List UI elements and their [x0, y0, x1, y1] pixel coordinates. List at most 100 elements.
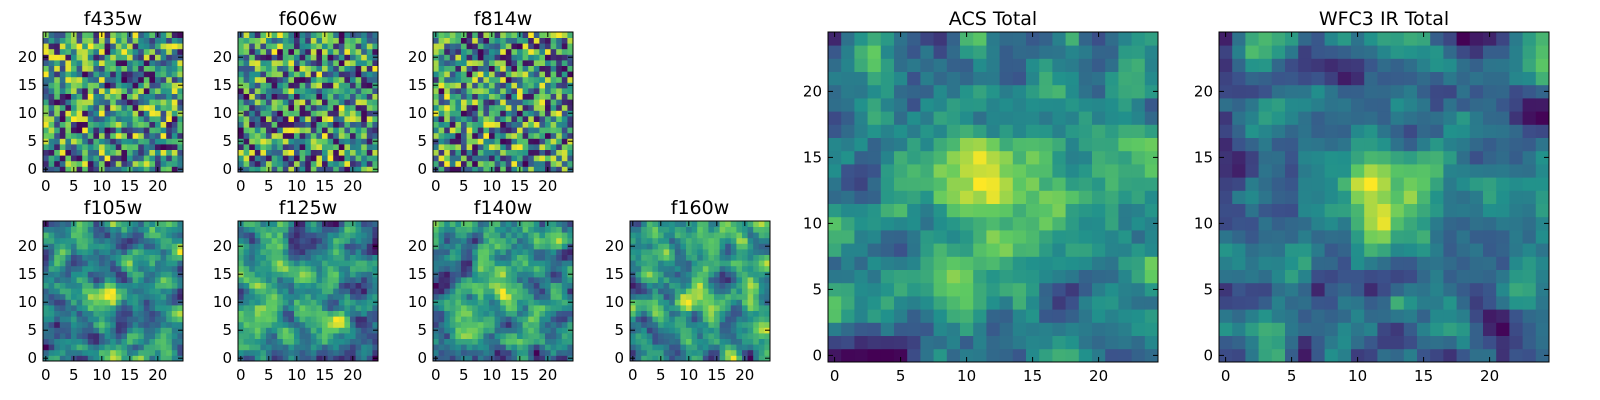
heatmap-cell: [43, 265, 49, 272]
heatmap-cell: [277, 321, 284, 328]
heatmap-cell: [104, 226, 111, 233]
heatmap-cell: [93, 160, 100, 167]
heatmap-cell: [294, 93, 300, 100]
heatmap-cell: [539, 226, 546, 233]
heatmap-cell: [946, 296, 961, 310]
heatmap-cell: [82, 48, 89, 55]
heatmap-cell: [635, 344, 642, 351]
heatmap-cell: [65, 333, 72, 339]
heatmap-cell: [483, 60, 490, 66]
heatmap-cell: [466, 288, 473, 295]
heatmap-cell: [160, 132, 167, 139]
heatmap-cell: [155, 349, 161, 356]
heatmap-cell: [894, 269, 908, 284]
heatmap-cell: [1078, 296, 1093, 310]
heatmap-cell: [646, 254, 653, 261]
heatmap-cell: [310, 288, 317, 295]
heatmap-cell: [350, 54, 356, 61]
heatmap-cell: [294, 144, 300, 150]
heatmap-cell: [99, 138, 105, 145]
heatmap-cell: [138, 349, 145, 356]
heatmap-cell: [243, 321, 250, 328]
heatmap-cell: [742, 321, 748, 328]
heatmap-cell: [243, 82, 250, 89]
heatmap-cell: [282, 254, 289, 261]
heatmap-cell: [973, 164, 987, 178]
heatmap-cell: [986, 190, 1000, 204]
heatmap-cell: [138, 138, 145, 145]
heatmap-cell: [76, 271, 83, 278]
heatmap-cell: [528, 327, 535, 334]
heatmap-cell: [489, 333, 495, 339]
heatmap-cell: [444, 221, 451, 227]
heatmap-cell: [1092, 256, 1106, 270]
heatmap-cell: [528, 54, 535, 61]
heatmap-cell: [132, 293, 139, 300]
heatmap-cell: [99, 116, 105, 122]
heatmap-cell: [747, 226, 754, 233]
heatmap-cell: [361, 166, 368, 173]
heatmap-cell: [736, 316, 743, 323]
heatmap-cell: [277, 221, 284, 227]
heatmap-cell: [76, 333, 83, 339]
heatmap-cell: [736, 249, 743, 255]
heatmap-cell: [65, 265, 72, 272]
heatmap-cell: [333, 110, 340, 117]
heatmap-cell: [316, 121, 323, 128]
heatmap-cell: [505, 243, 512, 250]
heatmap-cell: [166, 305, 173, 311]
heatmap-cell: [461, 265, 467, 272]
heatmap-cell: [355, 88, 362, 94]
heatmap-cell: [76, 82, 83, 89]
heatmap-cell: [132, 316, 139, 323]
heatmap-cell: [305, 260, 312, 267]
heatmap-cell: [483, 110, 490, 117]
heatmap-cell: [461, 99, 467, 106]
heatmap-cell: [127, 54, 133, 61]
heatmap-cell: [466, 265, 473, 272]
heatmap-cell: [680, 338, 687, 345]
heatmap-cell: [254, 48, 261, 55]
heatmap-cell: [299, 149, 306, 156]
heatmap-cell: [271, 305, 278, 311]
heatmap-cell: [505, 226, 512, 233]
heatmap-cell: [282, 155, 289, 162]
heatmap-cell: [550, 37, 557, 44]
heatmap-cell: [243, 54, 250, 61]
heatmap-cell: [143, 316, 150, 323]
heatmap-cell: [87, 237, 94, 244]
heatmap-cell: [104, 76, 111, 83]
heatmap-cell: [550, 88, 557, 94]
heatmap-cell: [438, 299, 445, 306]
heatmap-cell: [316, 144, 323, 150]
heatmap-cell: [533, 144, 540, 150]
heatmap-cell: [316, 327, 323, 334]
heatmap-cell: [477, 349, 484, 356]
panel-title: f606w: [279, 8, 338, 30]
heatmap-cell: [43, 104, 49, 111]
heatmap-cell: [438, 243, 445, 250]
heatmap-cell: [455, 232, 462, 239]
heatmap-cell: [550, 116, 557, 122]
heatmap-cell: [522, 277, 529, 283]
heatmap-cell: [87, 54, 94, 61]
heatmap-cell: [556, 282, 563, 289]
heatmap-cell: [455, 65, 462, 72]
heatmap-cell: [155, 277, 161, 283]
heatmap-cell: [472, 76, 479, 83]
heatmap-cell: [344, 88, 351, 94]
heatmap-cell: [143, 32, 150, 38]
heatmap-cell: [166, 149, 173, 156]
heatmap-cell: [277, 226, 284, 233]
heatmap-cell: [48, 277, 55, 283]
heatmap-cell: [489, 54, 495, 61]
heatmap-cell: [104, 249, 111, 255]
heatmap-cell: [550, 249, 557, 255]
heatmap-cell: [282, 271, 289, 278]
heatmap-cell: [143, 60, 150, 66]
heatmap-cell: [522, 76, 529, 83]
heatmap-cell: [372, 132, 379, 139]
heatmap-cell: [138, 99, 145, 106]
heatmap-cell: [350, 43, 356, 50]
heatmap-cell: [920, 230, 934, 244]
